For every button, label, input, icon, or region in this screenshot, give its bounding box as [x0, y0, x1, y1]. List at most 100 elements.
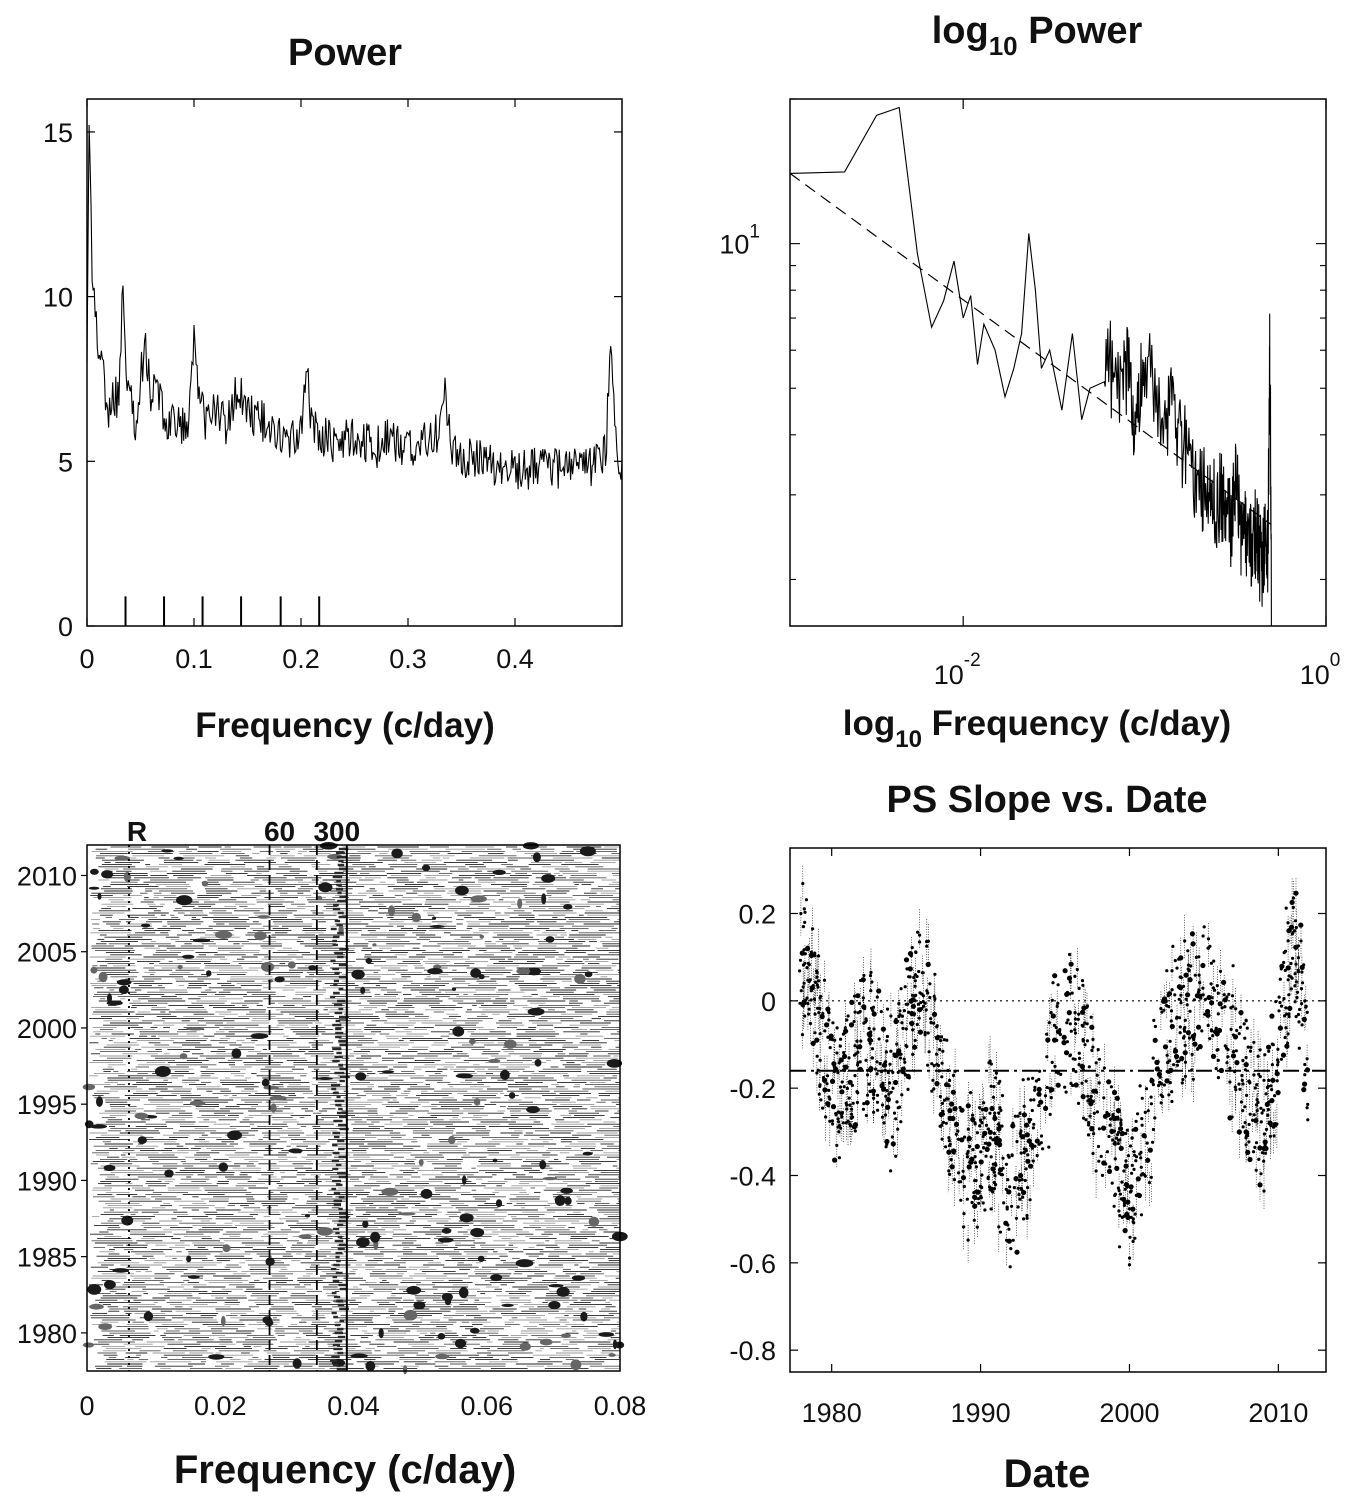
ps-slope-point — [807, 1012, 811, 1016]
ps-slope-point — [841, 1121, 845, 1125]
ps-slope-point — [1153, 1024, 1157, 1029]
ps-slope-point — [1022, 1217, 1026, 1221]
ps-slope-point — [909, 954, 913, 958]
ps-slope-point — [1131, 1217, 1135, 1221]
ps-slope-point — [1214, 1067, 1218, 1071]
ps-slope-point — [1178, 1016, 1182, 1020]
spectrogram-blob — [504, 1039, 517, 1049]
ps-slope-point — [1066, 1018, 1070, 1022]
ps-slope-point — [1145, 1141, 1149, 1145]
ps-slope-point — [949, 1101, 955, 1107]
ps-slope-y-tick-label: -0.4 — [729, 1162, 776, 1192]
ps-slope-point — [965, 1155, 970, 1159]
spectrogram-blob — [490, 1274, 503, 1282]
ps-slope-point — [1123, 1187, 1127, 1191]
spectrogram-blob — [580, 1311, 588, 1322]
ps-slope-point — [855, 993, 861, 999]
ps-slope-point — [916, 1002, 921, 1006]
ps-slope-point — [932, 1087, 936, 1091]
ps-slope-point — [1031, 1076, 1035, 1080]
spectrogram-blob — [107, 993, 112, 1004]
ps-slope-point — [1097, 1127, 1101, 1131]
ps-slope-point — [896, 1106, 900, 1110]
ps-slope-point — [850, 1107, 854, 1111]
ps-slope-point — [971, 1148, 975, 1152]
ps-slope-point — [1143, 1135, 1147, 1139]
ps-slope-y-tick-label: 0 — [761, 987, 776, 1017]
power-plot-frame — [86, 98, 623, 627]
ps-slope-point — [803, 910, 807, 914]
spectrogram-blob — [516, 968, 531, 975]
ps-slope-point — [1269, 1013, 1275, 1019]
ps-slope-point — [1085, 1039, 1089, 1043]
ps-slope-point — [1193, 973, 1197, 977]
spectrogram-blob — [539, 1338, 553, 1346]
ps-slope-point — [1108, 1165, 1112, 1169]
ps-slope-point — [997, 1171, 1001, 1175]
ps-slope-point — [1076, 1017, 1080, 1021]
ps-slope-point — [813, 980, 818, 985]
spectrogram-blob — [444, 1297, 452, 1306]
spectrogram-blob — [186, 1027, 205, 1031]
ps-slope-point — [1045, 1085, 1049, 1090]
ps-slope-point — [949, 1164, 955, 1170]
ps-slope-title: PS Slope vs. Date — [886, 779, 1207, 821]
ps-slope-point — [1052, 973, 1058, 979]
spectrogram-blob — [492, 869, 506, 876]
ps-slope-point — [1109, 1117, 1113, 1121]
ps-slope-point — [989, 1155, 993, 1159]
ps-slope-point — [1074, 1070, 1078, 1074]
power-y-tick-label: 10 — [43, 283, 73, 313]
ps-slope-point — [948, 1172, 952, 1176]
log-power-spectrum-line — [789, 106, 1272, 627]
spectrogram-blob — [574, 973, 586, 985]
ps-slope-point — [889, 1169, 893, 1173]
ps-slope-point — [1006, 1153, 1010, 1157]
ps-slope-point — [1209, 1028, 1213, 1032]
ps-slope-point — [884, 1145, 888, 1149]
ps-slope-point — [1081, 1039, 1085, 1043]
ps-slope-point — [1033, 1088, 1037, 1092]
spectrogram-y-tick-label: 1980 — [17, 1319, 77, 1349]
ps-slope-point — [1100, 1173, 1105, 1177]
ps-slope-point — [1096, 1144, 1101, 1149]
ps-slope-point — [957, 1171, 961, 1175]
spectrogram-blob — [435, 1353, 449, 1360]
spectrogram-blob — [406, 1285, 422, 1295]
ps-slope-point — [1304, 1005, 1308, 1009]
ps-slope-point — [1068, 992, 1072, 996]
spectrogram-blob — [318, 882, 333, 893]
ps-slope-point — [983, 1141, 988, 1145]
ps-slope-point — [1097, 1057, 1102, 1061]
ps-slope-panel: PS Slope vs. Date 1980 1990 2000 2010 0.2 0 -0… — [729, 779, 1327, 1496]
ps-slope-point — [846, 1014, 850, 1018]
spectrogram-blob — [365, 1360, 376, 1372]
ps-slope-point — [1050, 1013, 1056, 1019]
ps-slope-point — [915, 974, 919, 979]
ps-slope-point — [975, 1131, 980, 1135]
spectrogram-blob — [181, 954, 195, 959]
ps-slope-point — [1018, 1173, 1024, 1179]
ps-slope-point — [1128, 1256, 1132, 1260]
ps-slope-point — [910, 1003, 917, 1009]
ps-slope-point — [1105, 1150, 1109, 1154]
ps-slope-point — [1052, 1037, 1058, 1043]
spectrogram-blob — [350, 1353, 368, 1359]
ps-slope-point — [1294, 925, 1298, 930]
spectrogram-blob — [470, 968, 482, 978]
spectrogram-blob — [316, 1227, 333, 1236]
ps-slope-point — [1216, 1058, 1220, 1062]
ps-slope-point — [946, 1149, 952, 1155]
ps-slope-point — [841, 1053, 848, 1059]
ps-slope-point — [962, 1225, 966, 1229]
ps-slope-point — [903, 957, 910, 963]
ps-slope-point — [1001, 1156, 1005, 1160]
spectrogram-blob — [448, 1135, 456, 1145]
ps-slope-point — [966, 1238, 970, 1242]
ps-slope-point — [1262, 1108, 1266, 1112]
ps-slope-point — [953, 1069, 957, 1073]
ps-slope-point — [1086, 1133, 1091, 1137]
ps-slope-point — [1066, 975, 1073, 981]
spectrogram-reference-label: R — [127, 816, 147, 847]
power-spectrum-line — [86, 124, 623, 490]
